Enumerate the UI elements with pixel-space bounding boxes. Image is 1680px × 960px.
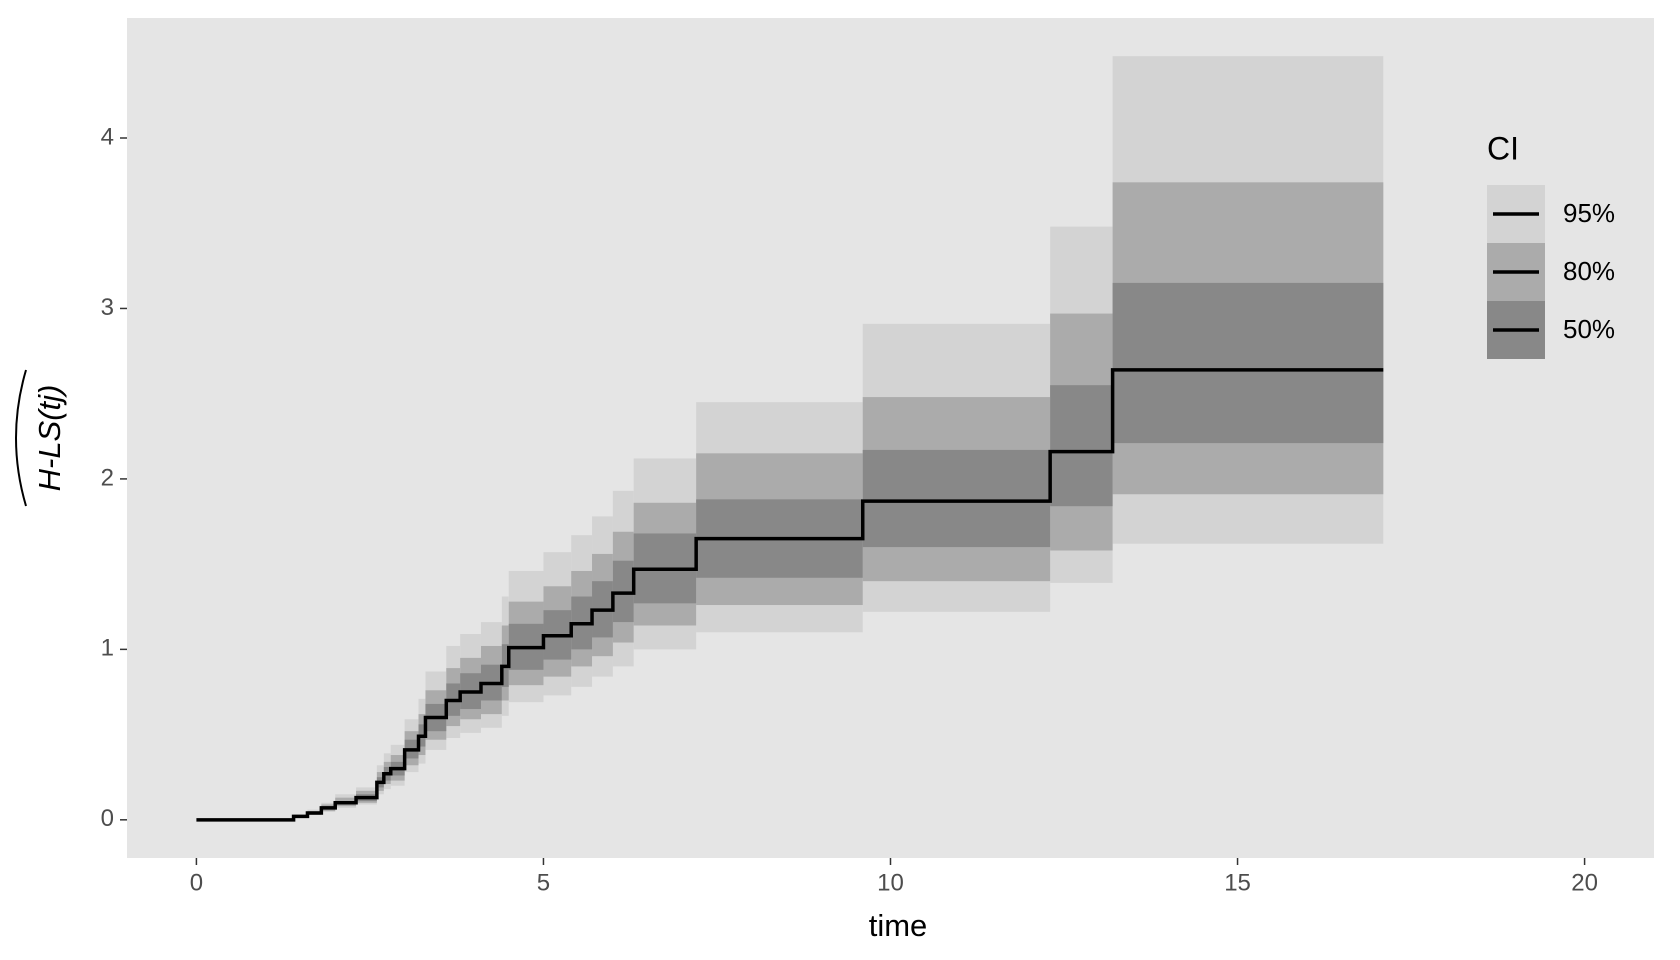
y-tick-label: 2 (101, 464, 114, 491)
y-tick-label: 4 (101, 123, 114, 150)
ci-band (1050, 385, 1113, 507)
y-tick-label: 1 (101, 635, 114, 662)
ci-band (1112, 282, 1384, 444)
ci-band (862, 449, 1051, 548)
legend: CI 95% 80% 50% (1487, 130, 1615, 359)
x-axis-title: time (869, 908, 928, 943)
x-tick-label: 15 (1224, 869, 1251, 896)
x-tick-label: 10 (877, 869, 904, 896)
hat (15, 369, 27, 507)
x-tick-label: 20 (1571, 869, 1598, 896)
x-tick-label: 5 (537, 869, 550, 896)
legend-title: CI (1487, 130, 1519, 166)
step-line-group (196, 368, 1384, 822)
y-tick-label: 0 (101, 805, 114, 832)
legend-label: 80% (1563, 256, 1615, 286)
legend-label: 50% (1563, 314, 1615, 344)
y-axis-title-group: H-LS(tj) (15, 369, 67, 507)
ci-bands (293, 56, 1384, 819)
y-axis-title: H-LS(tj) (32, 385, 67, 492)
legend-label: 95% (1563, 198, 1615, 228)
x-tick-label: 0 (190, 869, 203, 896)
y-tick-label: 3 (101, 294, 114, 321)
step-line (196, 368, 1384, 822)
